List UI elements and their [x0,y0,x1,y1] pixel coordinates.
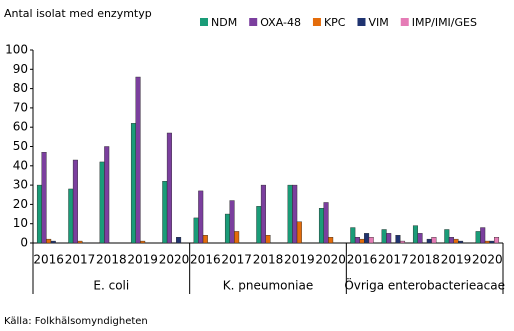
bar [386,233,392,244]
bar [350,227,356,244]
y-tick-label: 10 [13,216,28,230]
x-tick-label: 2016 [33,253,64,267]
legend-swatch [249,18,258,26]
x-tick-label: 2017 [378,253,409,267]
legend-label: VIM [368,16,388,29]
bar [229,200,235,244]
bar [431,237,437,244]
y-tick-label: 100 [5,43,28,57]
bar [381,229,387,244]
bar [256,206,262,244]
bar [140,240,146,244]
bar [193,217,199,244]
bar [359,238,365,244]
bar [287,184,293,244]
bar [72,159,78,244]
legend-swatch [200,18,208,26]
bar [426,238,432,244]
y-tick-label: 0 [20,236,28,250]
legend-label: KPC [324,16,346,29]
x-tick-label: 2017 [221,253,252,267]
y-tick-label: 60 [13,120,28,134]
bar [458,240,464,244]
bar [292,184,298,244]
bar [484,240,490,244]
bar [368,237,374,244]
bar [265,235,271,244]
bar [77,240,83,244]
x-tick-label: 2018 [253,253,284,267]
bar [46,238,52,244]
source: Källa: Folkhälsomyndigheten [4,316,148,327]
y-tick-label: 30 [13,178,28,192]
x-tick-label: 2019 [127,253,158,267]
bar [130,123,136,244]
group-label: K. pneumoniae [223,279,313,293]
bar [412,225,418,244]
y-tick-label: 90 [13,62,28,76]
bar [489,240,495,244]
bar [104,146,110,244]
x-tick-label: 2018 [409,253,440,267]
bar [480,227,486,244]
bar [50,240,56,244]
y-axis-title: Antal isolat med enzymtyp [4,7,152,20]
y-tick-label: 70 [13,100,28,114]
bar [135,76,141,244]
group-label: E. coli [93,279,129,293]
bar [166,132,172,244]
legend-label: OXA-48 [260,16,301,29]
x-tick-label: 2019 [284,253,315,267]
bar [475,231,481,244]
legend-swatch [312,18,321,26]
y-tick-label: 80 [13,81,28,95]
bar [417,233,423,244]
legend-swatch [357,18,366,26]
y-tick-label: 50 [13,139,28,153]
bar [234,231,240,244]
bar [99,161,105,244]
x-tick-label: 2016 [190,253,221,267]
legend-swatch [400,18,409,26]
bar [224,213,230,244]
bar [364,233,370,244]
x-tick-label: 2016 [347,253,378,267]
group-label: Övriga enterobacterieacae [344,277,505,293]
bar [202,235,208,244]
x-tick-label: 2019 [441,253,472,267]
bar [354,237,360,244]
bar [395,235,401,244]
legend-label: NDM [211,16,237,29]
bar [328,237,334,244]
y-tick-label: 40 [13,158,28,172]
bar [494,237,500,244]
bar [36,184,42,244]
bar [162,181,168,244]
bar [448,237,454,244]
bar [444,229,450,244]
x-tick-label: 2017 [65,253,96,267]
bar [260,184,266,244]
x-tick-label: 2020 [159,253,190,267]
bar [400,240,406,244]
y-tick-label: 20 [13,197,28,211]
bar [453,238,459,244]
x-tick-label: 2020 [315,253,346,267]
bar [41,152,47,244]
bar [176,237,182,244]
bar [318,208,324,244]
bar [68,188,74,244]
x-tick-label: 2018 [96,253,127,267]
x-tick-label: 2020 [472,253,503,267]
legend-label: IMP/IMI/GES [412,16,477,29]
bar [198,190,204,244]
bar [323,202,329,244]
bar [296,221,302,244]
